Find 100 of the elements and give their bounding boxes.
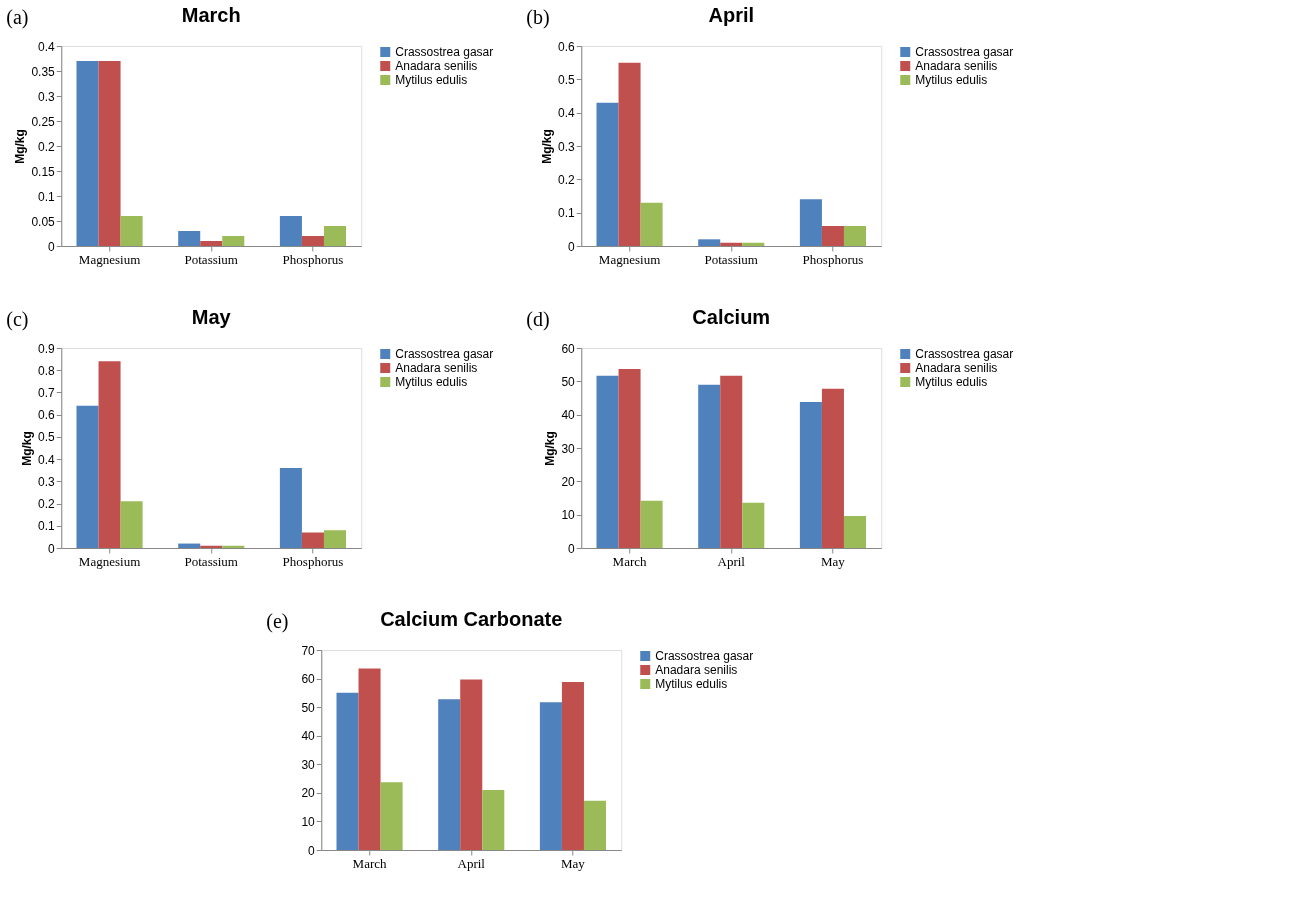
bar: [200, 545, 223, 548]
y-tick-label: 0: [48, 541, 56, 556]
legend-label: Crassostrea gasar: [395, 347, 494, 361]
y-tick-label: 70: [301, 643, 316, 658]
x-tick-label: May: [821, 553, 846, 569]
bar: [640, 202, 663, 246]
y-tick-label: 0: [48, 239, 56, 254]
bar: [843, 226, 866, 246]
bar: [438, 699, 461, 850]
y-tick-label: 0.3: [558, 139, 576, 154]
text: (d): [526, 308, 550, 331]
bar: [583, 800, 606, 850]
bar: [799, 402, 822, 548]
y-tick-label: 30: [561, 441, 576, 456]
y-tick-label: 0.35: [31, 64, 56, 79]
bar: [618, 62, 641, 246]
y-tick-label: 0.7: [38, 385, 56, 400]
y-tick-label: 0.25: [31, 114, 56, 129]
y-tick-label: 0: [568, 541, 576, 556]
y-tick-label: 0.6: [558, 39, 576, 54]
y-tick-label: 0.5: [38, 430, 56, 445]
bar: [178, 231, 201, 246]
y-tick-label: 0.9: [38, 341, 56, 356]
bar: [76, 405, 99, 548]
bar: [178, 543, 201, 548]
bar: [222, 236, 245, 246]
x-tick-label: Phosphorus: [282, 553, 344, 569]
x-tick-label: Phosphorus: [802, 251, 864, 267]
bar: [222, 545, 245, 548]
bar: [742, 242, 765, 246]
y-tick-label: 0.4: [38, 39, 56, 54]
legend-label: Anadara senilis: [395, 59, 478, 73]
x-tick-label: Magnesium: [78, 553, 141, 569]
y-tick-label: 10: [301, 814, 316, 829]
y-tick-label: 0.2: [38, 139, 56, 154]
x-tick-label: Potassium: [184, 553, 238, 569]
y-tick-label: 0.5: [558, 72, 576, 87]
y-tick-label: 0.3: [38, 89, 56, 104]
y-tick-label: 0.6: [38, 408, 56, 423]
x-tick-label: March: [352, 855, 388, 871]
y-tick-label: 0.2: [38, 497, 56, 512]
bar: [200, 241, 223, 246]
bar: [596, 375, 619, 548]
bar: [279, 468, 302, 548]
legend-label: Mytilus edulis: [915, 375, 988, 389]
legend-label: Anadara senilis: [395, 361, 478, 375]
chart-title: May: [191, 306, 232, 328]
bar: [76, 61, 99, 246]
bar: [698, 239, 721, 246]
chart-title: Calcium: [692, 306, 771, 328]
bar: [618, 369, 641, 548]
bar: [380, 782, 403, 850]
bar: [821, 388, 844, 548]
y-tick-label: 0.8: [38, 363, 56, 378]
legend-label: Mytilus edulis: [655, 677, 728, 691]
y-tick-label: 40: [561, 408, 576, 423]
bar: [742, 502, 765, 548]
bar: [799, 199, 822, 246]
y-tick-label: 0.15: [31, 164, 56, 179]
y-axis-title: Mg/kg: [543, 431, 558, 466]
x-tick-label: April: [457, 855, 486, 871]
bar: [301, 532, 324, 548]
y-tick-label: 60: [301, 672, 316, 687]
bar: [698, 384, 721, 548]
bar: [323, 530, 346, 548]
bar: [98, 61, 121, 246]
legend-label: Anadara senilis: [915, 59, 998, 73]
y-tick-label: 0.3: [38, 474, 56, 489]
x-tick-label: May: [561, 855, 586, 871]
bar: [596, 102, 619, 246]
y-tick-label: 50: [561, 374, 576, 389]
y-tick-label: 0: [568, 239, 576, 254]
bar: [336, 692, 359, 850]
y-tick-label: 0.4: [558, 106, 576, 121]
bar: [561, 682, 584, 850]
y-tick-label: 0.1: [558, 206, 576, 221]
y-tick-label: 0: [308, 843, 316, 858]
y-tick-label: 0.1: [38, 189, 56, 204]
bar: [640, 500, 663, 548]
legend-label: Anadara senilis: [915, 361, 998, 375]
legend-label: Crassostrea gasar: [395, 45, 494, 59]
y-tick-label: 40: [301, 729, 316, 744]
y-tick-label: 0.2: [558, 172, 576, 187]
legend-label: Crassostrea gasar: [915, 347, 1014, 361]
y-tick-label: 0.1: [38, 519, 56, 534]
bar: [821, 226, 844, 246]
y-tick-label: 30: [301, 757, 316, 772]
x-tick-label: March: [612, 553, 648, 569]
text: (a): [6, 6, 29, 29]
y-tick-label: 10: [561, 508, 576, 523]
y-axis-title: Mg/kg: [13, 129, 28, 164]
y-tick-label: 0.4: [38, 452, 56, 467]
bar: [720, 375, 743, 548]
bar: [482, 790, 505, 850]
bar: [279, 216, 302, 246]
chart-title: Calcium Carbonate: [380, 608, 563, 630]
legend-label: Mytilus edulis: [915, 73, 988, 87]
chart-title: April: [708, 4, 755, 26]
chart-title: March: [181, 4, 241, 26]
legend-label: Mytilus edulis: [395, 375, 468, 389]
